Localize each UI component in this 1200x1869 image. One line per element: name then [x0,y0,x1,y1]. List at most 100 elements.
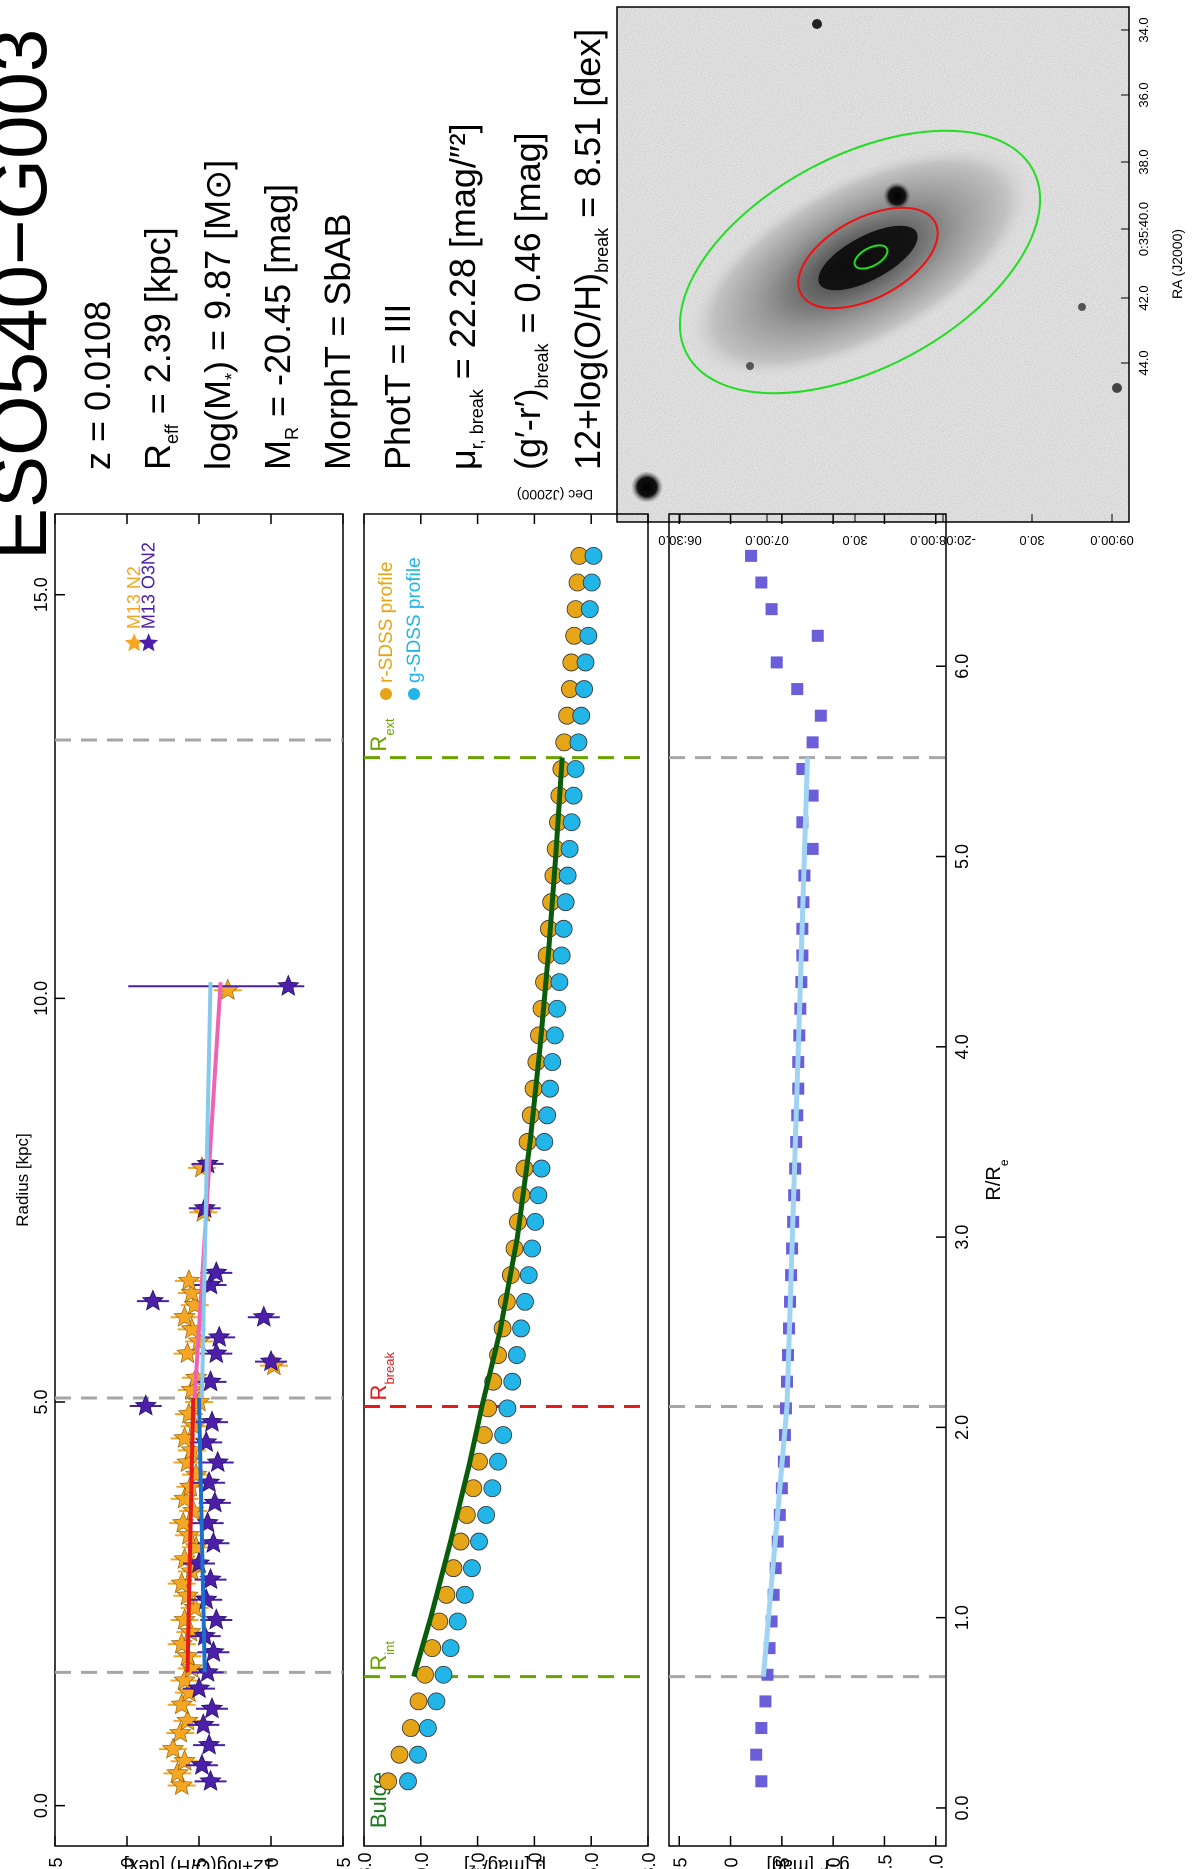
y-tick-label: 20.0 [412,1852,432,1869]
background-source [1112,383,1122,393]
y-tick-label: -1.0 [927,1854,947,1869]
legend-g-label: g-SDSS profile [404,557,425,683]
legend-g-marker [408,688,420,700]
o3n2-point [259,1349,283,1372]
background-source [1078,303,1086,311]
g-sdss-point [498,1399,517,1418]
info-color-break: (g′-r′)break = 0.46 [mag] [507,132,552,470]
y-axis-label: μ [mag/″²] [464,1855,546,1869]
y-tick-label: 0.0 [824,1857,844,1869]
o3n2-point [207,1325,231,1347]
colour-point [814,709,827,722]
aperture-outer [678,129,1042,395]
info-magnitude: MR = -20.45 [mag] [257,184,302,470]
ra-tick-label: 36.0 [1136,82,1151,107]
g-sdss-point [477,1506,496,1524]
n2-point [177,1269,201,1291]
galaxy-image: 44.0 42.0 0:35:40.0 38.0 36.0 34.0 06:30.0 07:… [517,6,1185,548]
r-int-label-sub: int [382,1641,397,1655]
r-break-label-main: R [366,1385,391,1401]
dec-tick-label: 07:00.0 [745,533,788,548]
x-tick-label: 4.0 [952,1034,972,1059]
x-axis-label: R/Re [983,1159,1011,1200]
g-sdss-point [552,946,571,965]
n2-point [161,1737,185,1759]
g-sdss-point [483,1479,502,1498]
o3n2-point [134,1394,157,1416]
legend-r-label: r-SDSS profile [376,562,397,683]
y-tick-label: 0.5 [773,1857,793,1869]
x-tick-label: 2.0 [952,1415,972,1440]
g-sdss-point [448,1612,467,1631]
info-phottype: PhotT = III [377,304,418,470]
o3n2-point [277,974,300,996]
g-sdss-point [529,1186,548,1205]
colour-point [745,549,758,562]
g-sdss-point [558,866,577,885]
y-tick-label: 1.0 [722,1857,742,1869]
n2-point [176,1341,199,1364]
g-sdss-point [418,1719,437,1737]
y-tick-label: 26.0 [582,1852,602,1869]
g-sdss-point [548,999,567,1018]
colour-fit-line [760,1406,790,1677]
g-sdss-point [550,973,569,992]
o3n2-point [205,1608,228,1630]
r-ext-label: Rext [366,718,397,752]
y-tick-label: 18.0 [355,1852,375,1869]
g-sdss-point [566,760,585,778]
g-sdss-point [554,919,573,938]
fit-line [199,982,213,1399]
colour-point [806,842,819,855]
o3n2-point [190,1753,214,1775]
aperture-break [797,206,939,310]
o3n2-point [197,1733,221,1755]
ra-tick-label: 38.0 [1136,149,1151,174]
y-tick-label: 28.0 [639,1852,659,1869]
metallicity-panel: 7.5 8.0 8.5 9.0 9.5 0.0 5.0 10.0 15.0 Radius [kpc… [13,513,354,1869]
g-sdss-point [564,786,583,805]
info-mu-break: μr, break = 22.28 [mag/″²] [442,123,487,470]
colour-point [750,1748,763,1761]
n2-point [173,1668,196,1691]
x-tick-label: 5.0 [952,844,972,869]
g-sdss-point [409,1745,427,1764]
brightness-frame [363,513,649,1847]
g-sdss-point [575,680,593,698]
y-tick-label: 9.5 [46,1857,66,1869]
r-ext-label-main: R [366,736,391,752]
g-sdss-point [532,1159,551,1178]
o3n2-point [194,1588,218,1610]
g-sdss-point [541,1079,559,1098]
n2-point [169,1721,192,1743]
galaxy-info: ESO540−G003 z = 0.0108 Reff = 2.39 [kpc]… [0,29,612,560]
g-sdss-point [545,1026,564,1045]
fit-line [197,1397,207,1673]
g-sdss-point [470,1532,488,1551]
o3n2-point [205,1261,228,1283]
o3n2-point [199,1769,222,1791]
g-sdss-point [580,600,599,619]
colour-point [791,683,804,696]
g-sdss-point [489,1452,507,1471]
r-break-label: Rbreak [366,1352,397,1401]
g-sdss-point [503,1372,522,1391]
g-sdss-point [543,1053,562,1071]
y-axis-label: 12+log(O/H) [dex] [124,1855,275,1869]
g-sdss-point [582,573,601,592]
foreground-star [883,182,911,210]
info-morphtype: MorphT = SbAB [317,214,358,470]
g-sdss-point [562,813,581,832]
x-axis-label-main: R/R [983,1166,1005,1200]
g-sdss-point [441,1639,460,1658]
y-tick-label: 22.0 [469,1852,489,1869]
dec-tick-label: 30.0 [842,533,867,548]
y-tick-label: 8.0 [262,1857,282,1869]
legend-n2-marker [124,633,144,652]
colour-point [755,1722,768,1735]
legend-o3n2-label: M13 O3N2 [139,542,159,629]
x-tick-label: 6.0 [952,654,972,679]
dec-tick-label: 30.0 [1019,533,1044,548]
colour-point [811,629,824,642]
r-sdss-point [401,1719,420,1737]
